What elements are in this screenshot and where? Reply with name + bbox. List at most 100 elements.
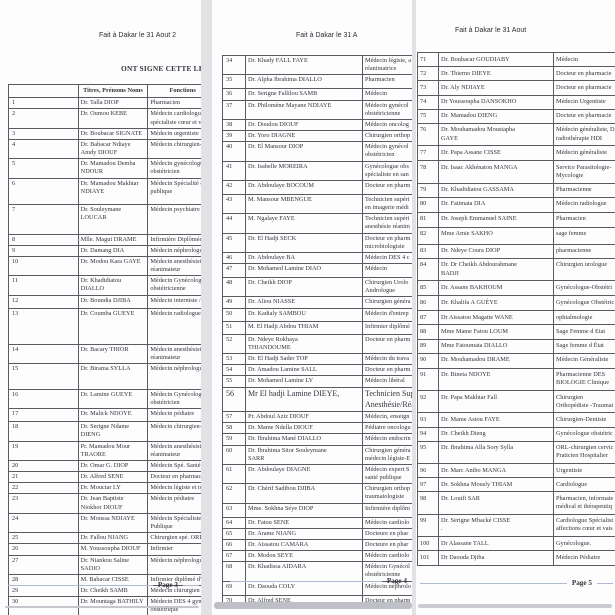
person-name: Dr. Birama SYLLA: [77, 362, 149, 390]
person-function: Médecin Généraliste: [553, 352, 615, 369]
table-row: 10 Dr. Modou Kara GAYE Médecin anesthésist…: [8, 255, 201, 277]
row-number: 40: [222, 141, 246, 162]
person-name: Dr. Talla DIOP: [77, 97, 149, 110]
person-name: Dr. Niankou Saline SADIO: [77, 554, 149, 575]
row-number: 3: [8, 127, 79, 140]
table-row: 58 Dr. Mame Ndella DIOUF Pédiatre oncologu: [222, 422, 412, 435]
row-number: 51: [222, 320, 246, 335]
person-name: Dr. Ndeye Coura DIOP: [438, 243, 554, 259]
row-number: 60: [222, 444, 246, 465]
table-row: 73 Dr. Aly NDIAYE Docteur en pharmacie: [417, 80, 615, 96]
row-number: 15: [8, 362, 79, 390]
person-function: Cardiologue Spécialist affections cœur e…: [553, 513, 615, 538]
footer-rule: [420, 582, 567, 584]
table-row: 44 M. Ngalaye FAYE Technicien supéri anest…: [222, 213, 412, 234]
row-number: 8: [8, 233, 79, 246]
person-name: Dr. Fatimata DIA: [438, 196, 554, 213]
footer-rule: [230, 580, 382, 582]
table-row: 39 Dr. Yoro DIAGNE Chirurgien orthop: [222, 130, 412, 143]
person-name: Dr. Abdoulaye DIAGNE: [245, 463, 363, 485]
person-function: Pharmacien: [362, 74, 412, 90]
person-function: Médecin: [362, 263, 412, 279]
person-function: Pharmacienne: [553, 182, 615, 198]
person-function: Sage femme d État: [553, 338, 615, 354]
row-number: 13: [8, 307, 79, 345]
person-function: Médecin légiste et toxic: [147, 482, 201, 495]
person-function: Médecin Urgentiste: [553, 94, 615, 110]
person-name: Dr. Bacary THIOR: [77, 343, 149, 364]
row-number: 22: [8, 482, 79, 495]
row-number: 80: [417, 196, 439, 213]
person-name: Mlle. Magui DRAME: [77, 233, 149, 246]
person-name: Dr. Yoro DIAGNE: [245, 130, 363, 143]
table-row: 37 Dr. Philomène Mayane NDIAYE Médecin gyn…: [222, 99, 412, 120]
row-number: 73: [417, 80, 439, 96]
person-function: Technicien Sup Anesthésie/Réa: [362, 387, 412, 413]
table-row: 19 Pr. Mamadou Mour TRAORE Médecin anesthé…: [8, 440, 201, 461]
person-function: Gynécologue obs spécialiste en san: [362, 160, 412, 181]
person-function: Chirurgien généra: [362, 296, 412, 309]
person-name: Dr. Aliou NIASSE: [245, 296, 363, 309]
table-row: 75 Dr. Mamadou DIENG Docteur en pharmacie: [417, 108, 615, 124]
table-row: 9 Dr. Damang DIA Médecin néphrologue: [8, 244, 201, 257]
person-name: Dr. Bineta NDOYE: [438, 367, 554, 392]
table-row: 46 Dr. Abdoulaye BA Médecin DES 4 c: [222, 251, 412, 265]
table-row: 63 Mme. Sokhna Séye DIOP Infirmière diplôm: [222, 502, 412, 518]
row-number: 98: [417, 491, 439, 515]
person-function: Médecin pédiatre: [147, 493, 201, 514]
table-row: 3 Dr. Boubacar SIGNATE Médecin urgentiste: [8, 127, 201, 140]
person-function: Médecin néphrologue: [147, 554, 201, 575]
person-name: Dr. Fatou SENE: [245, 516, 363, 529]
person-function: Pharmacien: [147, 97, 201, 110]
table-row: 18 Dr. Serigne Ndame DIENG Médecin chirurg…: [8, 421, 201, 442]
person-name: Dr. Lamine GUEYE: [77, 388, 149, 410]
row-number: 1: [8, 97, 79, 110]
person-name: Dr. Boundia DJIBA: [77, 294, 149, 309]
row-number: 34: [222, 54, 246, 76]
row-number: 93: [417, 412, 439, 428]
table-row: 83 Dr. Ndeye Coura DIOP pharmacienne: [417, 243, 615, 259]
table-row: 26 M. Youssoupha DIOUF Infirmier: [8, 543, 201, 556]
person-name: Dr. El Hadji Sader TOP: [245, 352, 363, 366]
person-name: Dr. Babacar Ndiaye Amdy DIOUF: [77, 138, 149, 160]
person-function: Médecin Gynécol obstétricienne: [362, 561, 412, 582]
row-number: 62: [222, 483, 246, 504]
row-number: 63: [222, 502, 246, 518]
page-number: Page 4: [386, 577, 407, 585]
person-function: Chirurgien généra médecin légiste-E: [362, 444, 412, 465]
page-gap: [412, 0, 416, 615]
person-name: Dr. Cheikh Dieng: [438, 426, 554, 442]
person-name: Dr. Mohamed Lamine LY: [245, 375, 363, 389]
row-number: 92: [417, 390, 439, 414]
person-name: Dr. Khalifa A GUÈYE: [438, 295, 554, 312]
table-row: 53 Dr. El Hadji Sader TOP Médecin du trava: [222, 352, 412, 366]
person-function: Médecin gynécol obstétricien: [362, 141, 412, 162]
table-row: 4 Dr. Babacar Ndiaye Amdy DIOUF Médecin ch…: [8, 138, 201, 160]
row-number: 89: [417, 338, 439, 354]
person-name: Dr. Thierno DIEYE: [438, 66, 554, 82]
row-number: 35: [222, 74, 246, 90]
table-row: 12 Dr. Boundia DJIBA Médecin interniste / …: [8, 294, 201, 309]
row-number: 7: [8, 203, 79, 235]
row-number: 96: [417, 463, 439, 479]
table-row: 42 Dr. Abdoulaye BOCOUM Docteur en pharm: [222, 179, 412, 195]
person-name: M. Mansour MBENGUE: [245, 193, 363, 215]
person-function: Médecin pédiatre: [147, 408, 201, 423]
row-number: 14: [8, 343, 79, 364]
person-function: Docteur en pharmacie: [553, 80, 615, 96]
person-function: Médecin interniste / urg: [147, 294, 201, 309]
page-footer: Page 3: [8, 581, 201, 589]
person-name: Dr. Abdoulaye BA: [245, 251, 363, 265]
row-number: 101: [417, 550, 439, 567]
person-name: Dr. Mamadou Makhtar NDIAYE: [77, 177, 149, 205]
person-name: Pr. Mamadou Mour TRAORE: [77, 440, 149, 461]
person-function: Docteur en pharm microbiologiste: [362, 232, 412, 253]
table-row: 99 Dr. Serigne Mbacké CISSE . Cardiologue …: [417, 513, 615, 538]
table-row: 55 Dr. Mohamed Lamine LY Médecin libéral: [222, 375, 412, 389]
person-name: Dr. Ibrahima Alla Sory Sylla: [438, 440, 554, 465]
table-row: 43 M. Mansour MBENGUE Technicien supéri en…: [222, 193, 412, 215]
row-number: 72: [417, 66, 439, 82]
person-name: Dr. Isabelle MOREIRA: [245, 160, 363, 181]
signatories-title: ONT SIGNE CETTE LET: [121, 64, 201, 73]
table-row: 14 Dr. Bacary THIOR Médecin anesthésiste r…: [8, 343, 201, 364]
